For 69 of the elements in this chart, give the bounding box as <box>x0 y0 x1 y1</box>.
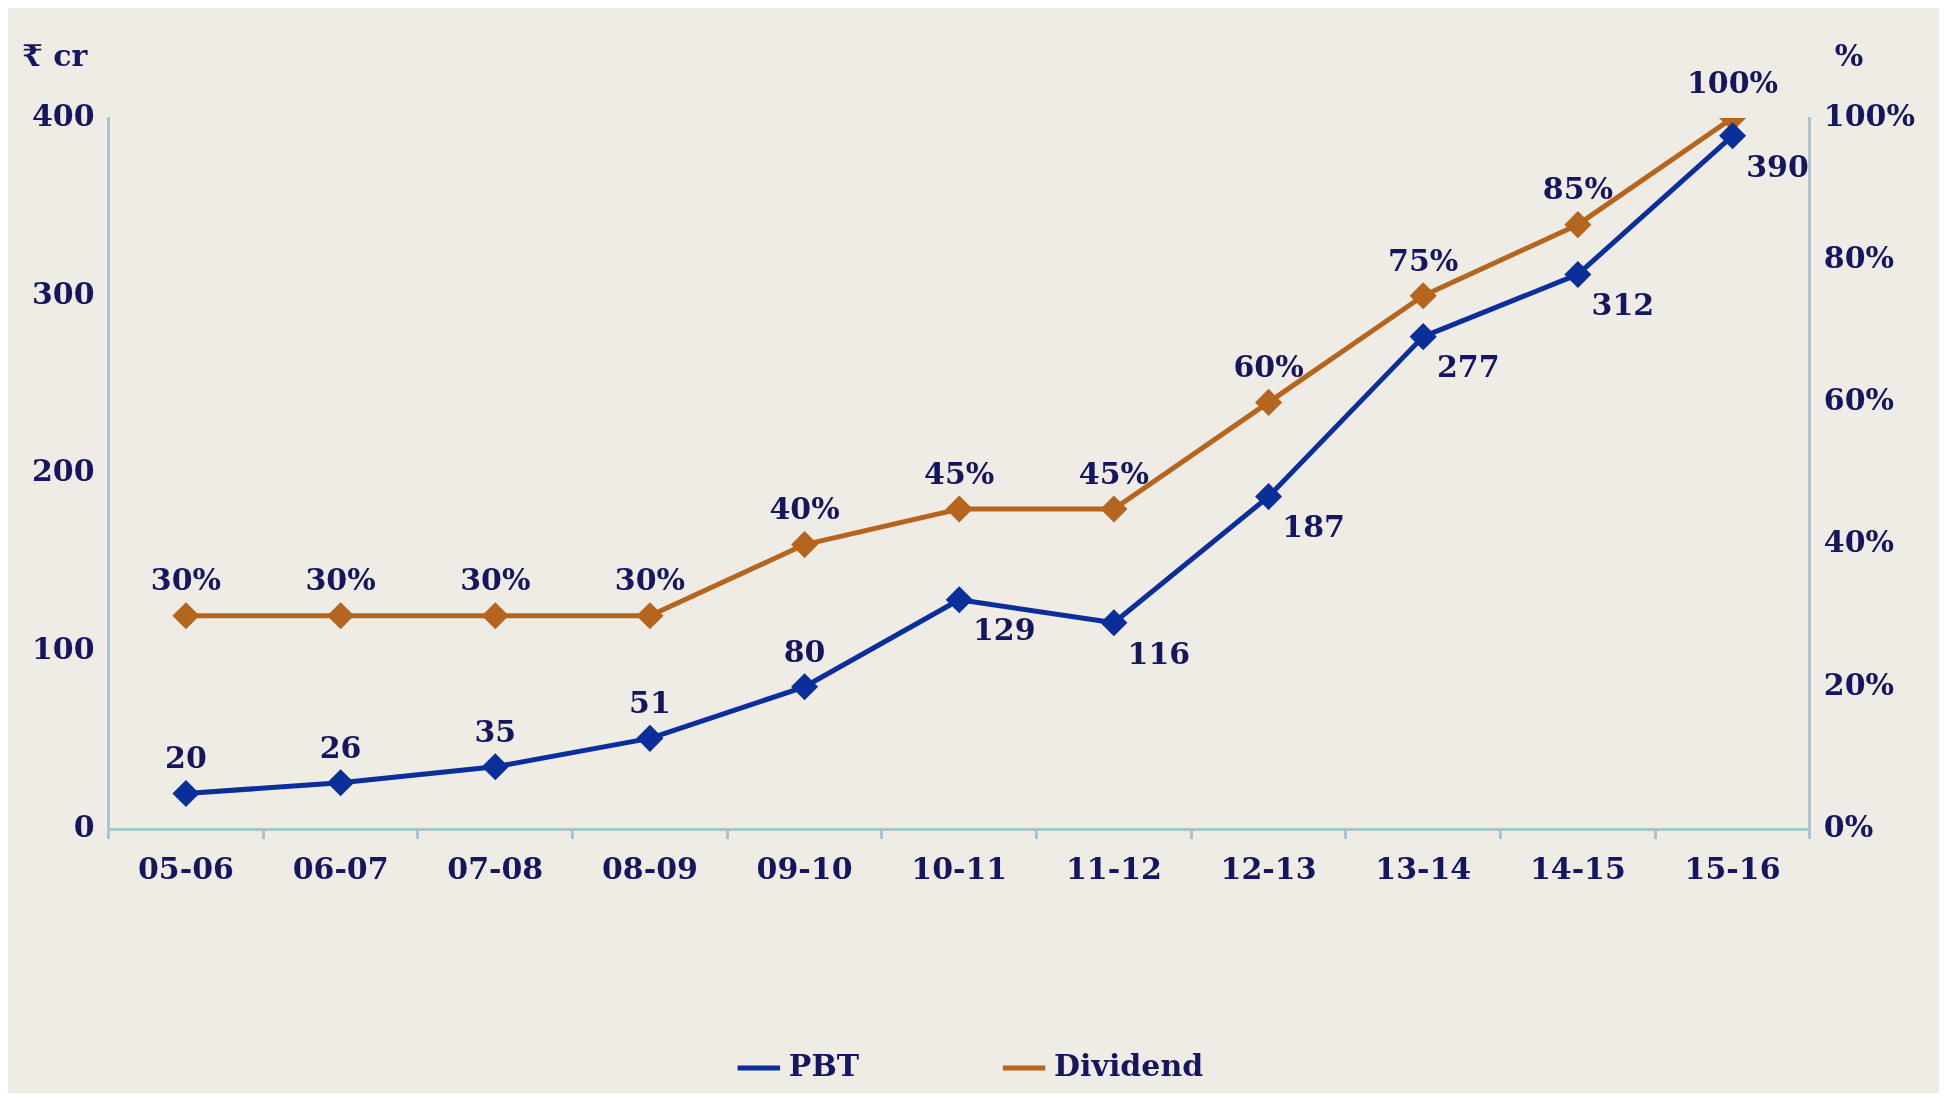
y2-tick-label: 60% <box>1823 382 1895 418</box>
legend-label: PBT <box>788 1047 860 1083</box>
data-label: 35 <box>474 713 517 749</box>
data-label: 60% <box>1233 349 1304 385</box>
data-label: 26 <box>319 729 362 765</box>
data-label: 390 <box>1746 148 1809 184</box>
y2-tick-label: 0% <box>1823 808 1874 844</box>
point <box>792 532 818 558</box>
data-label: 116 <box>1127 635 1191 671</box>
point <box>637 725 663 751</box>
x-tick-label: 07-08 <box>447 850 544 886</box>
point <box>1101 496 1127 522</box>
point <box>946 496 972 522</box>
data-label: 45% <box>924 455 995 491</box>
x-tick-label: 08-09 <box>601 850 698 886</box>
x-tick-label: 10-11 <box>911 850 1008 886</box>
point <box>1256 389 1282 415</box>
point <box>173 780 199 806</box>
data-label: 187 <box>1282 509 1345 545</box>
point <box>482 754 508 780</box>
data-label: 277 <box>1436 349 1500 385</box>
x-tick-label: 13-14 <box>1375 850 1472 886</box>
x-tick-label: 11-12 <box>1065 850 1162 886</box>
point <box>1256 484 1282 510</box>
x-tick-label: 15-16 <box>1684 850 1781 886</box>
point <box>1565 212 1591 238</box>
point <box>1101 610 1127 636</box>
data-label: 80 <box>783 633 826 669</box>
data-label: 75% <box>1388 242 1459 278</box>
point <box>173 603 199 629</box>
x-tick-label: 14-15 <box>1529 850 1626 886</box>
data-label: 30% <box>614 562 686 598</box>
y-tick-label: 200 <box>32 453 95 489</box>
point <box>946 587 972 613</box>
point <box>1565 261 1591 287</box>
x-tick-label: 12-13 <box>1220 850 1317 886</box>
point <box>1410 324 1436 350</box>
data-label: 30% <box>460 562 531 598</box>
legend-label: Dividend <box>1054 1047 1204 1083</box>
y2-tick-label: 40% <box>1823 524 1895 560</box>
y2-tick-label: 80% <box>1823 240 1895 275</box>
y-tick-label: 400 <box>32 97 95 133</box>
data-label: 51 <box>629 685 671 721</box>
x-tick-label: 09-10 <box>756 850 853 886</box>
data-label: 20 <box>165 740 207 776</box>
y-axis-title: ₹ cr <box>22 37 89 73</box>
point <box>1720 123 1746 149</box>
data-label: 40% <box>769 491 840 527</box>
point <box>792 674 818 700</box>
data-label: 129 <box>972 612 1036 648</box>
point <box>328 770 354 796</box>
data-label: 45% <box>1078 455 1150 491</box>
y-tick-label: 300 <box>32 275 95 311</box>
x-tick-label: 06-07 <box>292 850 389 886</box>
data-label: 312 <box>1591 287 1655 323</box>
y2-tick-label: 20% <box>1823 666 1895 702</box>
y2-axis-title: % <box>1834 37 1864 73</box>
point <box>1410 283 1436 309</box>
y-tick-label: 100 <box>32 631 95 667</box>
point <box>637 603 663 629</box>
data-label: 100% <box>1686 64 1779 100</box>
y-tick-label: 0 <box>73 808 95 844</box>
point <box>328 603 354 629</box>
point <box>482 603 508 629</box>
data-label: 85% <box>1542 171 1614 207</box>
x-tick-label: 05-06 <box>137 850 234 886</box>
data-label: 30% <box>305 562 376 598</box>
y2-tick-label: 100% <box>1823 97 1916 133</box>
data-label: 30% <box>150 562 222 598</box>
